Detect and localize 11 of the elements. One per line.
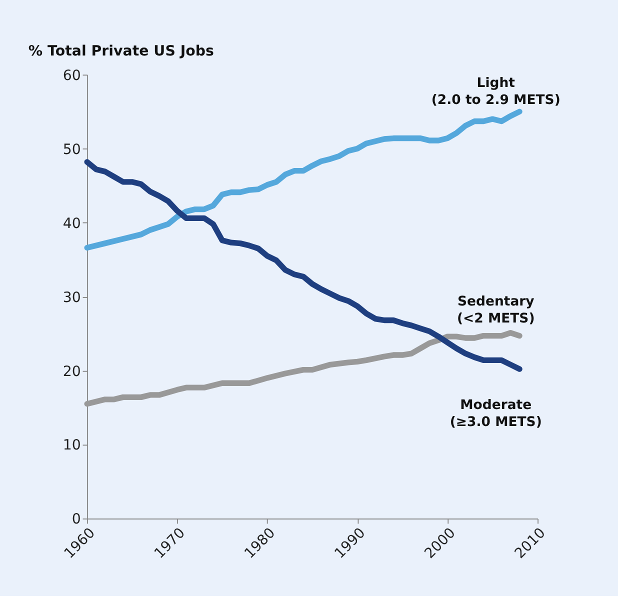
series-label: Sedentary (<2 METS) — [456, 294, 535, 327]
y-tick-label: 20 — [62, 364, 81, 380]
y-tick-label: 30 — [62, 290, 81, 306]
chart-title: % Total Private US Jobs — [28, 44, 214, 60]
y-tick-label: 40 — [62, 216, 81, 232]
y-tick-label: 60 — [62, 68, 81, 84]
y-tick-label: 50 — [62, 142, 81, 158]
text: Light (2.0 to 2.9 METS) — [431, 76, 560, 108]
y-tick-label: 0 — [72, 512, 81, 528]
text: Moderate (≥3.0 METS) — [450, 398, 542, 430]
y-tick-label: 10 — [62, 438, 81, 454]
